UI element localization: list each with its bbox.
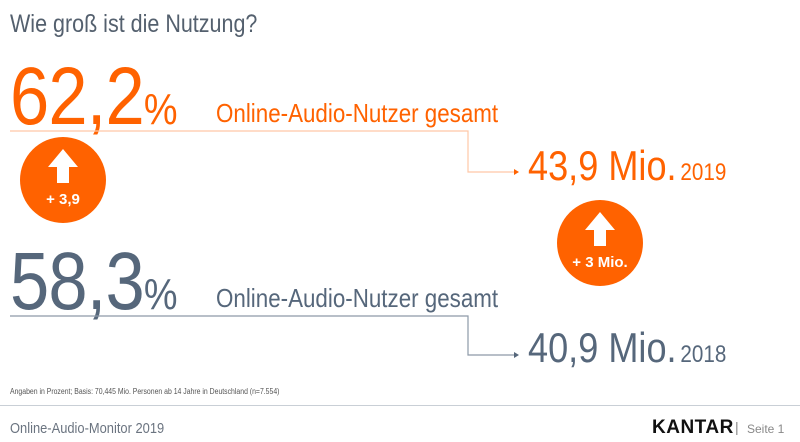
current-percent-sign: %: [143, 85, 178, 134]
current-percent-row: 62,2%: [10, 56, 177, 138]
current-percent: 62,2: [10, 51, 145, 142]
footer-divider: [0, 405, 800, 406]
arrow-up-icon: [48, 149, 78, 183]
previous-mio: 40,9 Mio.: [528, 324, 677, 371]
footnote: Angaben in Prozent; Basis: 70,445 Mio. P…: [10, 387, 280, 396]
previous-percent: 58,3: [10, 236, 145, 327]
mio-change-badge: + 3 Mio.: [557, 200, 643, 286]
previous-mio-row: 40,9 Mio. 2018: [528, 324, 726, 372]
percent-change-badge: + 3,9: [20, 137, 106, 223]
page-number: Seite 1: [747, 422, 785, 436]
current-label: Online-Audio-Nutzer gesamt: [216, 98, 499, 128]
footer-separator: |: [735, 419, 739, 435]
page-title: Wie groß ist die Nutzung?: [10, 10, 258, 38]
kantar-logo: KANTAR: [652, 417, 734, 438]
arrow-up-icon: [585, 212, 615, 246]
previous-year: 2018: [680, 341, 727, 368]
current-connector: [10, 130, 514, 173]
previous-percent-sign: %: [143, 270, 178, 319]
mio-change-text: + 3 Mio.: [572, 254, 628, 271]
percent-change-text: + 3,9: [46, 191, 80, 208]
footer-title: Online-Audio-Monitor 2019: [10, 420, 165, 437]
current-mio: 43,9 Mio.: [528, 142, 677, 189]
previous-connector: [10, 315, 514, 356]
current-year: 2019: [680, 159, 727, 186]
current-connector-arrowhead: [514, 169, 519, 175]
current-mio-row: 43,9 Mio. 2019: [528, 142, 726, 190]
previous-percent-row: 58,3%: [10, 241, 177, 323]
previous-label: Online-Audio-Nutzer gesamt: [216, 283, 499, 313]
previous-connector-arrowhead: [514, 352, 519, 358]
